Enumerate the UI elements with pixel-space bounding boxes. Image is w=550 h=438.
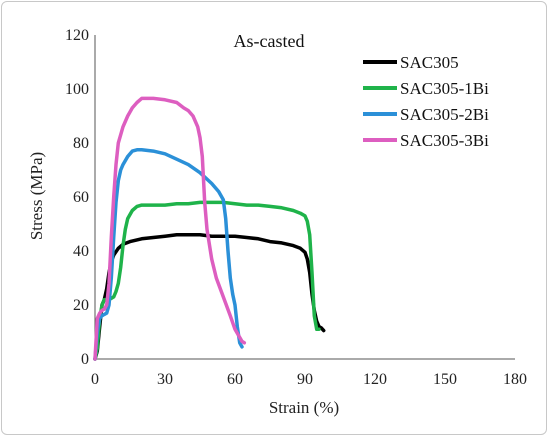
legend-label-sac305: SAC305 [400,53,459,72]
y-tick-label: 60 [73,189,89,206]
chart-title: As-casted [234,31,305,51]
y-tick-label: 20 [73,297,89,314]
x-tick-label: 90 [297,371,313,388]
y-tick-labels: 0 20 40 60 80 100 120 [65,27,89,368]
x-tick-label: 60 [227,371,243,388]
axes [94,35,515,360]
y-tick-label: 40 [73,243,89,260]
legend-label-sac305-2bi: SAC305-2Bi [400,105,489,124]
series-line-sac305-3bi [93,96,247,361]
y-axis-title: Stress (MPa) [27,152,46,240]
x-tick-label: 0 [91,371,99,388]
series-layer [93,96,326,361]
legend-label-sac305-3bi: SAC305-3Bi [400,131,489,150]
y-tick-label: 0 [81,351,89,368]
x-tick-labels: 0 30 60 90 120 150 180 [91,371,527,388]
x-tick-label: 150 [433,371,457,388]
x-tick-label: 30 [157,371,173,388]
x-axis-title: Strain (%) [269,398,339,417]
y-tick-label: 80 [73,135,89,152]
y-tick-label: 120 [65,27,89,44]
x-tick-label: 180 [503,371,527,388]
series-line-sac305-2bi [93,148,244,361]
legend-label-sac305-1bi: SAC305-1Bi [400,79,489,98]
legend: SAC305 SAC305-1Bi SAC305-2Bi SAC305-3Bi [363,53,489,150]
y-tick-label: 100 [65,81,89,98]
x-tick-label: 120 [363,371,387,388]
